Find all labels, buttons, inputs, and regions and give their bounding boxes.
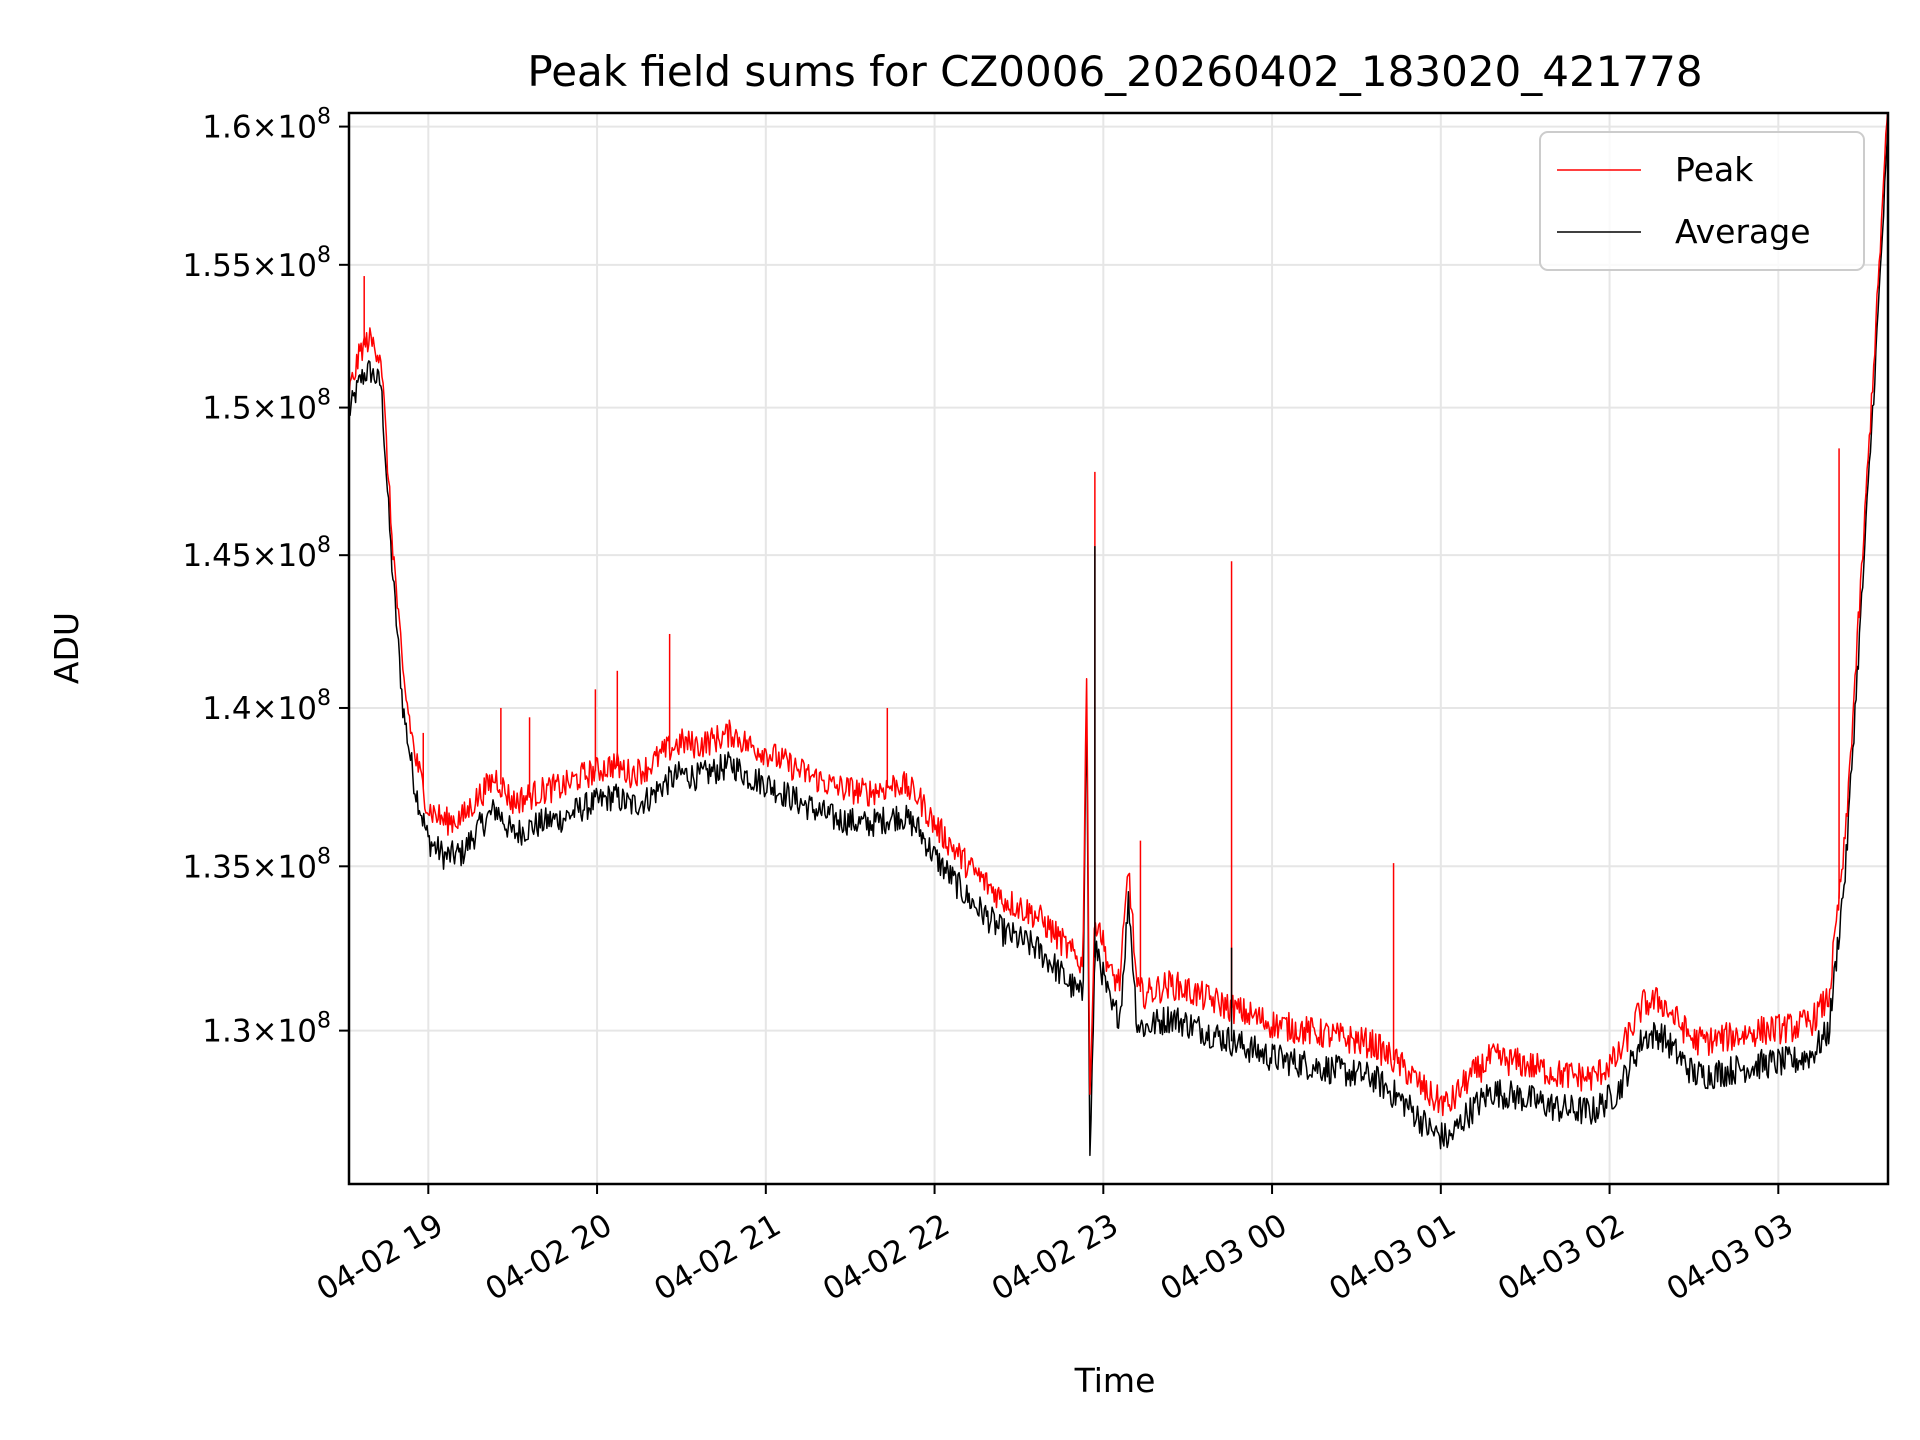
legend: Peak Average (1539, 131, 1865, 271)
y-tick-mantissa: 1.3×10 (202, 1014, 317, 1050)
y-tick-mantissa: 1.45×10 (183, 538, 317, 574)
y-tick-exponent: 8 (317, 533, 331, 558)
y-tick-exponent: 8 (317, 105, 331, 130)
y-tick-label: 1.55×108 (183, 243, 331, 284)
y-tick-exponent: 8 (317, 1009, 331, 1034)
series-line-average (349, 125, 1888, 1157)
y-tick-label: 1.35×108 (183, 844, 331, 885)
y-tick-label: 1.45×108 (183, 533, 331, 574)
y-tick-exponent: 8 (317, 386, 331, 411)
plot-frame (347, 111, 1890, 1186)
legend-label-peak: Peak (1675, 150, 1754, 189)
legend-box (1539, 131, 1865, 271)
y-axis-title: ADU (47, 612, 86, 684)
y-tick-mantissa: 1.5×10 (202, 391, 317, 427)
chart-title: Peak field sums for CZ0006_20260402_1830… (527, 47, 1702, 96)
y-tick-label: 1.4×108 (202, 686, 331, 727)
y-tick-mantissa: 1.4×10 (202, 691, 317, 727)
y-tick-exponent: 8 (317, 686, 331, 711)
y-tick-mantissa: 1.35×10 (183, 849, 317, 885)
y-tick-label: 1.3×108 (202, 1009, 331, 1050)
y-tick-mantissa: 1.55×10 (183, 248, 317, 284)
y-tick-label: 1.6×108 (202, 105, 331, 146)
y-tick-exponent: 8 (317, 243, 331, 268)
series-layer (349, 113, 1888, 1157)
y-tick-exponent: 8 (317, 844, 331, 869)
y-tick-label: 1.5×108 (202, 386, 331, 427)
y-axis: 1.3×1081.35×1081.4×1081.45×1081.5×1081.5… (183, 105, 349, 1050)
legend-label-average: Average (1675, 212, 1811, 251)
y-tick-mantissa: 1.6×10 (202, 110, 317, 146)
series-line-peak (349, 113, 1888, 1117)
x-axis-title: Time (1074, 1361, 1156, 1400)
plot-area (349, 113, 1888, 1157)
